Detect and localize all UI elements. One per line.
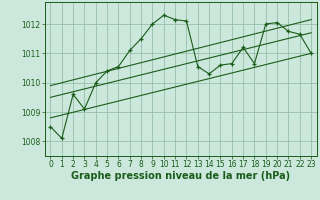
X-axis label: Graphe pression niveau de la mer (hPa): Graphe pression niveau de la mer (hPa) (71, 171, 290, 181)
